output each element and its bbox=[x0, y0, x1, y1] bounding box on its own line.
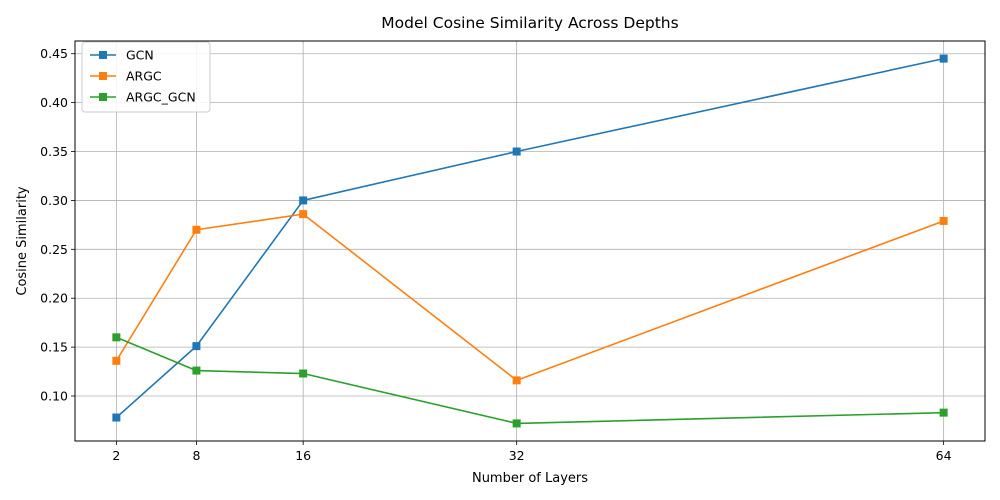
legend-item: GCN bbox=[90, 48, 154, 63]
data-point bbox=[299, 196, 308, 205]
grid bbox=[75, 41, 985, 441]
legend: GCN ARGC ARGC_GCN bbox=[81, 41, 211, 113]
x-tick-label: 16 bbox=[295, 448, 311, 463]
x-tick-label: 64 bbox=[936, 448, 952, 463]
y-tick-label: 0.45 bbox=[40, 46, 68, 61]
data-point bbox=[939, 54, 948, 63]
y-tick-label: 0.35 bbox=[40, 144, 68, 159]
series-gcn bbox=[112, 54, 948, 422]
data-point bbox=[112, 333, 121, 342]
data-point bbox=[112, 356, 121, 365]
x-tick-label: 32 bbox=[509, 448, 525, 463]
data-point bbox=[192, 342, 201, 351]
data-point bbox=[512, 419, 521, 428]
x-tick-label: 8 bbox=[192, 448, 200, 463]
y-axis-label: Cosine Similarity bbox=[15, 186, 30, 296]
y-tick-label: 0.10 bbox=[40, 389, 68, 404]
legend-label: ARGC bbox=[126, 69, 162, 84]
data-point bbox=[512, 376, 521, 385]
y-tick-label: 0.30 bbox=[40, 193, 68, 208]
data-point bbox=[939, 408, 948, 417]
data-point bbox=[192, 225, 201, 234]
series-argc-gcn bbox=[112, 333, 948, 428]
plot-frame bbox=[74, 40, 986, 442]
axis-ticks: 2 8 16 32 64 0.10 0.15 0.20 0.25 0.30 0.35 0.40 0.45 bbox=[40, 46, 951, 463]
y-tick-label: 0.15 bbox=[40, 340, 68, 355]
data-point bbox=[299, 210, 308, 219]
legend-item: ARGC bbox=[90, 69, 162, 84]
x-axis-label: Number of Layers bbox=[472, 471, 588, 486]
data-point bbox=[512, 147, 521, 156]
data-point bbox=[112, 413, 121, 422]
data-point bbox=[299, 369, 308, 378]
y-tick-label: 0.25 bbox=[40, 242, 68, 257]
legend-marker bbox=[99, 72, 107, 80]
legend-marker bbox=[99, 51, 107, 59]
x-tick-label: 2 bbox=[112, 448, 120, 463]
legend-label: ARGC_GCN bbox=[126, 90, 196, 105]
legend-label: GCN bbox=[126, 48, 154, 63]
data-point bbox=[192, 366, 201, 375]
legend-marker bbox=[99, 93, 107, 101]
series-argc bbox=[112, 210, 948, 385]
y-tick-label: 0.20 bbox=[40, 291, 68, 306]
y-tick-label: 0.40 bbox=[40, 95, 68, 110]
chart-title: Model Cosine Similarity Across Depths bbox=[381, 14, 678, 32]
legend-box bbox=[81, 41, 211, 113]
legend-item: ARGC_GCN bbox=[90, 90, 196, 105]
series-layer bbox=[112, 54, 948, 428]
data-point bbox=[939, 216, 948, 225]
